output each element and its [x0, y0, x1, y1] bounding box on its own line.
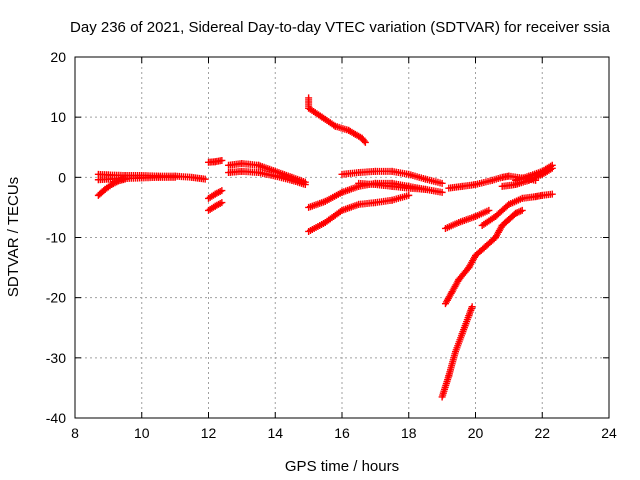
- data-point: [121, 175, 129, 183]
- series-arc-8: [225, 167, 309, 189]
- data-point: [301, 181, 309, 189]
- series-arc-14: [445, 172, 540, 192]
- data-points: [94, 94, 556, 401]
- axis-ticks: 8 10 12 14 16 18 20 22 24 -40 -30 -20 -10 0 10 20: [46, 49, 617, 441]
- series-arc-11: [305, 191, 413, 235]
- series-arc-5: [205, 187, 226, 202]
- y-axis-label: SDTVAR / TECUs: [5, 177, 22, 297]
- series-arc-17: [512, 161, 556, 184]
- data-point: [360, 137, 368, 145]
- x-tick-label: 22: [534, 425, 550, 441]
- x-tick-label: 12: [201, 425, 217, 441]
- data-point: [518, 206, 526, 214]
- x-tick-label: 24: [601, 425, 617, 441]
- y-tick-label: -10: [46, 230, 66, 246]
- x-tick-label: 14: [267, 425, 283, 441]
- x-tick-label: 20: [468, 425, 484, 441]
- data-point: [361, 138, 369, 146]
- grid: [75, 57, 609, 418]
- data-point: [218, 187, 226, 195]
- data-point: [438, 179, 446, 187]
- series-arc-13: [355, 179, 429, 193]
- y-tick-label: -30: [46, 350, 66, 366]
- y-tick-label: 0: [58, 169, 66, 185]
- x-axis-label: GPS time / hours: [285, 458, 399, 475]
- chart-title: Day 236 of 2021, Sidereal Day-to-day VTE…: [70, 19, 611, 36]
- data-point: [201, 175, 209, 183]
- series-arc-3: [94, 175, 129, 199]
- data-point: [421, 185, 429, 193]
- y-tick-label: -40: [46, 410, 66, 426]
- series-arc-6: [205, 199, 226, 214]
- y-tick-label: 10: [50, 109, 66, 125]
- data-point: [485, 206, 493, 214]
- series-arc-18: [478, 190, 556, 229]
- series-arc-2: [94, 173, 179, 184]
- x-tick-label: 18: [401, 425, 417, 441]
- data-point: [218, 156, 226, 164]
- data-point: [405, 191, 413, 199]
- series-arc-4: [205, 156, 226, 166]
- x-tick-label: 8: [71, 425, 79, 441]
- data-point: [548, 161, 556, 169]
- series-arc-20: [438, 303, 476, 401]
- data-point: [468, 303, 476, 311]
- data-point: [218, 199, 226, 207]
- y-tick-label: -20: [46, 290, 66, 306]
- data-point: [548, 190, 556, 198]
- series-arc-15: [441, 206, 493, 232]
- y-tick-label: 20: [50, 49, 66, 65]
- data-point: [171, 173, 179, 181]
- x-tick-label: 16: [334, 425, 350, 441]
- series-arc-19: [441, 206, 526, 308]
- data-point: [438, 188, 446, 196]
- series-arc-9: [305, 94, 369, 146]
- x-tick-label: 10: [134, 425, 150, 441]
- series-arc-12: [338, 167, 446, 187]
